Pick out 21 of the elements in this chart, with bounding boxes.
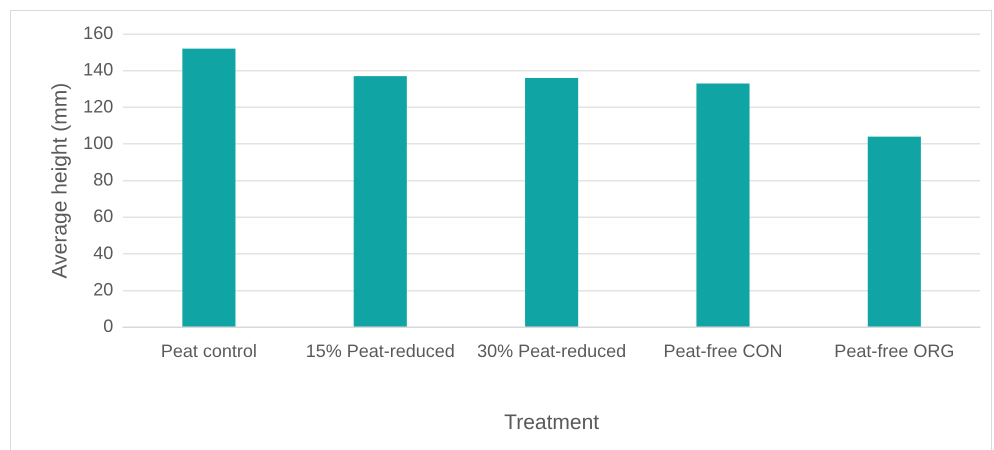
y-tick-label: 80 [93, 170, 114, 190]
y-axis-title: Average height (mm) [48, 82, 72, 278]
x-tick-label: 30% Peat-reduced [477, 340, 626, 361]
bar [525, 78, 578, 326]
y-tick-label: 140 [83, 60, 114, 80]
y-tick-label: 60 [93, 206, 114, 226]
bar [354, 76, 407, 326]
y-tick-label: 120 [83, 96, 114, 116]
x-tick-label: 15% Peat-reduced [306, 340, 455, 361]
x-tick-label: Peat-free ORG [834, 340, 954, 361]
x-tick-label: Peat-free CON [663, 340, 782, 361]
bar [696, 83, 750, 326]
bar [182, 48, 236, 326]
y-tick-label: 20 [93, 280, 114, 300]
y-tick-label: 160 [83, 22, 114, 43]
y-tick-label: 40 [93, 242, 114, 263]
bar [868, 136, 921, 326]
x-tick-label: Peat control [160, 340, 257, 361]
x-axis-title: Treatment [504, 411, 600, 434]
y-tick-label: 100 [83, 132, 114, 153]
y-tick-label: 0 [103, 316, 114, 336]
